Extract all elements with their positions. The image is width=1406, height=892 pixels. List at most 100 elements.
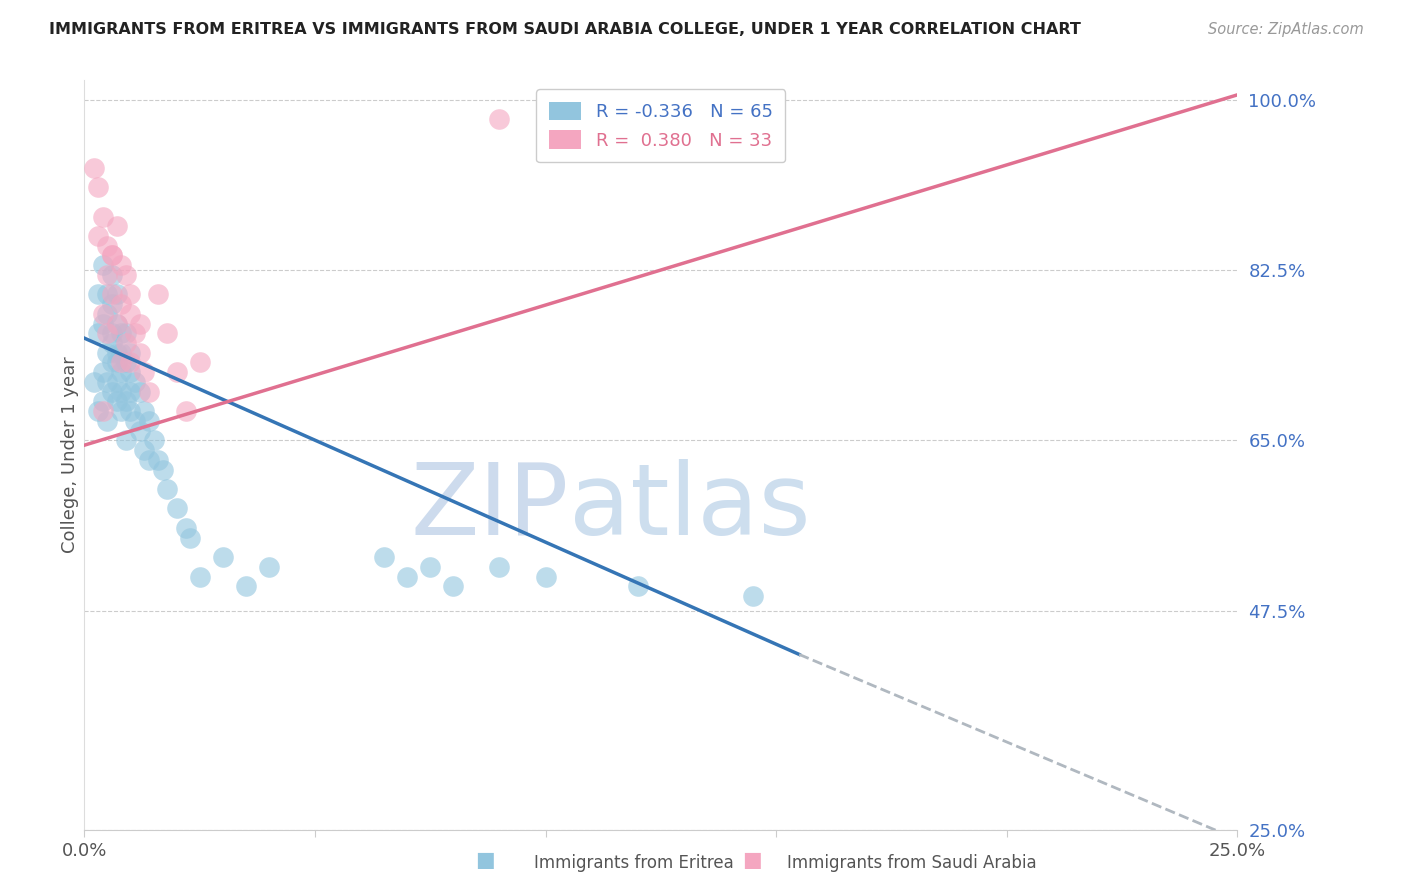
Point bbox=[120, 307, 142, 321]
Point bbox=[179, 531, 201, 545]
Point bbox=[120, 287, 142, 301]
Point bbox=[742, 589, 765, 603]
Point bbox=[96, 287, 118, 301]
Point bbox=[110, 297, 132, 311]
Point bbox=[488, 559, 510, 574]
Point bbox=[91, 317, 114, 331]
Point bbox=[146, 287, 169, 301]
Point bbox=[120, 355, 142, 369]
Point bbox=[120, 384, 142, 399]
Point bbox=[128, 384, 150, 399]
Point bbox=[91, 404, 114, 418]
Point bbox=[128, 345, 150, 359]
Point bbox=[101, 297, 124, 311]
Point bbox=[110, 384, 132, 399]
Point bbox=[105, 287, 128, 301]
Point bbox=[110, 258, 132, 272]
Point bbox=[134, 443, 156, 458]
Point bbox=[87, 404, 110, 418]
Point bbox=[96, 238, 118, 252]
Point bbox=[488, 112, 510, 127]
Point bbox=[105, 375, 128, 389]
Point bbox=[105, 345, 128, 359]
Point bbox=[152, 462, 174, 476]
Point bbox=[396, 569, 419, 583]
Point bbox=[166, 501, 188, 516]
Point bbox=[101, 336, 124, 351]
Point bbox=[110, 404, 132, 418]
Point bbox=[166, 365, 188, 379]
Point bbox=[134, 404, 156, 418]
Point bbox=[138, 452, 160, 467]
Point bbox=[174, 521, 197, 535]
Point bbox=[96, 268, 118, 282]
Point bbox=[110, 345, 132, 359]
Point bbox=[101, 248, 124, 262]
Point bbox=[101, 355, 124, 369]
Point bbox=[105, 394, 128, 409]
Point bbox=[110, 355, 132, 369]
Point bbox=[235, 579, 257, 593]
Point bbox=[101, 326, 124, 341]
Point bbox=[120, 404, 142, 418]
Text: ■: ■ bbox=[742, 850, 762, 870]
Point bbox=[211, 550, 233, 565]
Point bbox=[96, 375, 118, 389]
Point bbox=[101, 268, 124, 282]
Text: atlas: atlas bbox=[568, 458, 810, 556]
Point bbox=[115, 355, 138, 369]
Point bbox=[91, 307, 114, 321]
Text: Immigrants from Saudi Arabia: Immigrants from Saudi Arabia bbox=[787, 855, 1038, 872]
Point bbox=[91, 210, 114, 224]
Point bbox=[142, 434, 165, 448]
Point bbox=[83, 161, 105, 175]
Point bbox=[138, 414, 160, 428]
Legend: R = -0.336   N = 65, R =  0.380   N = 33: R = -0.336 N = 65, R = 0.380 N = 33 bbox=[536, 89, 786, 162]
Point bbox=[124, 414, 146, 428]
Point bbox=[83, 375, 105, 389]
Point bbox=[105, 219, 128, 234]
Point bbox=[441, 579, 464, 593]
Point bbox=[188, 569, 211, 583]
Point bbox=[373, 550, 395, 565]
Point bbox=[110, 326, 132, 341]
Point bbox=[91, 365, 114, 379]
Point bbox=[534, 569, 557, 583]
Point bbox=[110, 365, 132, 379]
Point bbox=[134, 365, 156, 379]
Point bbox=[96, 307, 118, 321]
Y-axis label: College, Under 1 year: College, Under 1 year bbox=[62, 357, 80, 553]
Point bbox=[105, 317, 128, 331]
Point bbox=[96, 414, 118, 428]
Point bbox=[156, 326, 179, 341]
Point bbox=[174, 404, 197, 418]
Point bbox=[120, 345, 142, 359]
Point bbox=[115, 434, 138, 448]
Point bbox=[105, 317, 128, 331]
Point bbox=[91, 258, 114, 272]
Point bbox=[128, 424, 150, 438]
Point bbox=[96, 326, 118, 341]
Point bbox=[101, 384, 124, 399]
Point bbox=[115, 394, 138, 409]
Point bbox=[96, 345, 118, 359]
Point bbox=[138, 384, 160, 399]
Text: ■: ■ bbox=[475, 850, 495, 870]
Text: Immigrants from Eritrea: Immigrants from Eritrea bbox=[534, 855, 734, 872]
Point bbox=[124, 375, 146, 389]
Point bbox=[115, 336, 138, 351]
Point bbox=[101, 248, 124, 262]
Point bbox=[188, 355, 211, 369]
Point bbox=[87, 229, 110, 244]
Point bbox=[87, 180, 110, 194]
Text: IMMIGRANTS FROM ERITREA VS IMMIGRANTS FROM SAUDI ARABIA COLLEGE, UNDER 1 YEAR CO: IMMIGRANTS FROM ERITREA VS IMMIGRANTS FR… bbox=[49, 22, 1081, 37]
Point bbox=[128, 317, 150, 331]
Point bbox=[146, 452, 169, 467]
Point bbox=[105, 355, 128, 369]
Point bbox=[627, 579, 650, 593]
Point bbox=[124, 326, 146, 341]
Point bbox=[257, 559, 280, 574]
Point bbox=[115, 326, 138, 341]
Point bbox=[156, 482, 179, 496]
Text: ZIP: ZIP bbox=[411, 458, 568, 556]
